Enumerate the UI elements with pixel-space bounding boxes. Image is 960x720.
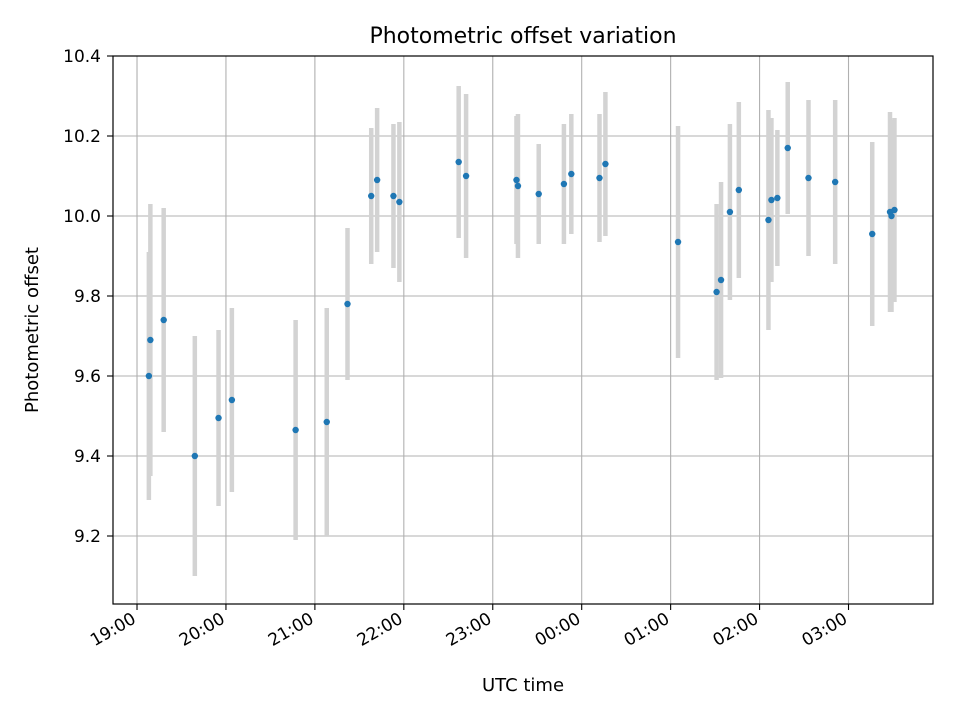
data-point <box>602 160 609 168</box>
y-tick-label: 9.6 <box>74 367 101 387</box>
data-point <box>768 196 775 204</box>
x-axis-label: UTC time <box>482 675 564 696</box>
data-point <box>373 176 381 184</box>
data-point <box>713 288 720 296</box>
data-point <box>145 372 153 380</box>
y-tick-label: 9.2 <box>74 527 101 547</box>
data-point <box>805 174 812 182</box>
y-tick-label: 10.0 <box>63 207 101 227</box>
data-point <box>891 206 898 214</box>
data-point <box>514 182 522 190</box>
data-point <box>513 176 520 184</box>
y-tick-label: 10.2 <box>63 127 101 147</box>
data-point <box>596 174 603 182</box>
data-point <box>674 238 682 246</box>
data-point <box>292 426 299 434</box>
chart-title: Photometric offset variation <box>369 24 676 49</box>
data-point <box>774 194 781 202</box>
y-tick-label: 9.8 <box>74 287 101 307</box>
data-point <box>735 186 743 194</box>
grid <box>113 55 933 604</box>
y-tick-label: 10.4 <box>63 47 101 67</box>
data-point <box>462 172 470 180</box>
data-point <box>726 208 734 216</box>
data-point <box>535 190 542 198</box>
data-point <box>228 396 236 404</box>
data-point <box>390 192 397 200</box>
plot-frame <box>112 55 934 605</box>
data-point <box>368 192 375 200</box>
data-point <box>869 230 876 238</box>
data-points <box>145 144 898 460</box>
data-point <box>396 198 403 206</box>
data-point <box>147 336 154 344</box>
data-point <box>160 316 167 324</box>
data-point <box>344 300 351 308</box>
data-point <box>560 180 568 188</box>
data-point <box>323 418 330 426</box>
y-tick-label: 9.4 <box>74 447 101 467</box>
data-point <box>455 158 462 166</box>
data-point <box>717 276 725 284</box>
data-point <box>191 452 199 460</box>
data-point <box>784 144 791 152</box>
data-point <box>215 414 222 422</box>
data-point <box>765 216 772 224</box>
data-point <box>831 178 839 186</box>
y-axis-label: Photometric offset <box>22 247 43 413</box>
data-point <box>888 212 895 220</box>
data-point <box>568 170 575 178</box>
